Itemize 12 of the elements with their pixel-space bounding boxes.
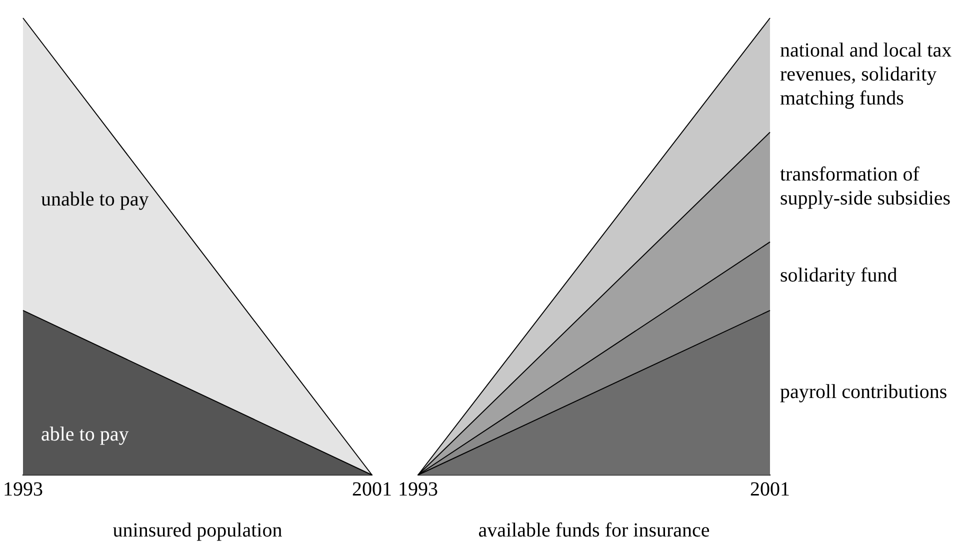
x-tick-label: 1993: [3, 478, 43, 500]
x-tick-label: 1993: [398, 478, 438, 500]
x-axis-title: uninsured population: [112, 519, 282, 542]
series-label: able to pay: [41, 423, 129, 446]
x-axis-title: available funds for insurance: [478, 519, 710, 542]
x-tick-label: 2001: [352, 478, 392, 500]
x-tick-label: 2001: [750, 478, 790, 500]
series-label: payroll contributions: [780, 380, 948, 403]
series-label: solidarity fund: [780, 264, 898, 286]
series-label: national and local tax revenues, solidarity matching funds: [780, 39, 952, 110]
series-label: unable to pay: [41, 188, 149, 211]
series-label: transformation of supply-side subsidies: [780, 163, 951, 210]
